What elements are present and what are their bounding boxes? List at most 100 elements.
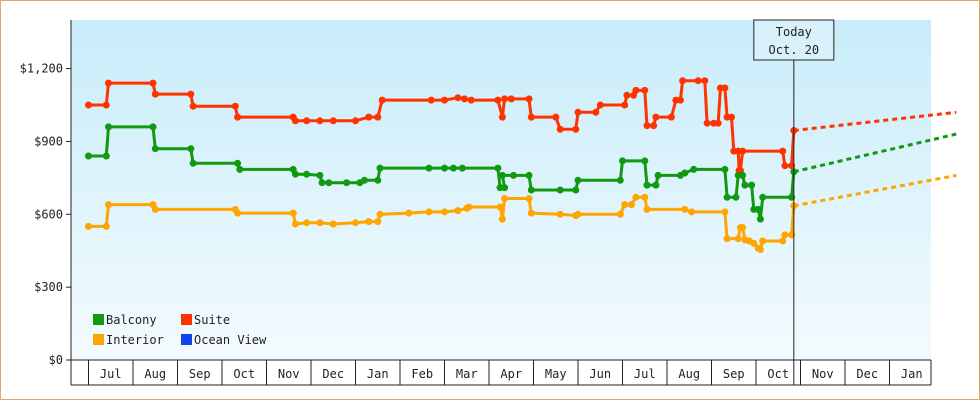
data-point-balcony xyxy=(105,123,112,131)
data-point-suite xyxy=(667,113,675,121)
y-tick-label: $1,200 xyxy=(20,62,63,76)
data-point-balcony xyxy=(316,171,324,179)
data-point-interior xyxy=(151,205,159,213)
data-point-interior xyxy=(365,218,373,226)
today-box xyxy=(753,19,835,61)
data-point-interior xyxy=(234,209,242,217)
data-point-balcony xyxy=(556,186,564,194)
data-point-balcony xyxy=(85,152,92,160)
data-point-suite xyxy=(779,147,787,155)
data-point-suite xyxy=(643,122,651,130)
data-point-balcony xyxy=(527,186,535,194)
x-tick-label: Jan xyxy=(901,367,923,381)
data-point-interior xyxy=(759,237,767,245)
data-point-interior xyxy=(779,237,787,245)
data-point-interior xyxy=(641,193,649,201)
data-point-balcony xyxy=(754,205,762,213)
data-point-balcony xyxy=(449,164,457,172)
x-tick-label: Aug xyxy=(678,367,700,381)
legend-label-ocean-view: Ocean View xyxy=(194,333,267,347)
data-point-balcony xyxy=(741,181,749,189)
data-point-interior xyxy=(574,210,582,218)
x-tick-label: Mar xyxy=(456,367,478,381)
data-point-interior xyxy=(756,246,764,253)
x-tick-label: Sep xyxy=(189,367,211,381)
data-point-suite xyxy=(454,94,462,102)
data-point-suite xyxy=(641,86,649,94)
data-point-balcony xyxy=(303,170,311,178)
x-tick-label: Nov xyxy=(812,367,834,381)
data-point-suite xyxy=(498,113,506,121)
x-tick-label: Jul xyxy=(634,367,656,381)
data-point-balcony xyxy=(376,164,384,172)
data-point-suite xyxy=(623,91,631,99)
data-point-suite xyxy=(632,86,640,94)
data-point-suite xyxy=(85,101,92,109)
data-point-suite xyxy=(652,113,660,121)
x-tick-label: May xyxy=(545,367,567,381)
legend-swatch-suite xyxy=(181,314,192,325)
forecast-line-balcony xyxy=(793,132,957,174)
data-point-balcony xyxy=(643,181,651,189)
data-point-interior xyxy=(316,219,324,227)
data-point-balcony xyxy=(748,181,756,189)
data-point-balcony xyxy=(732,193,740,201)
data-point-suite xyxy=(501,95,509,103)
data-point-suite xyxy=(596,101,604,109)
data-point-suite xyxy=(365,113,373,121)
data-point-suite xyxy=(527,113,535,121)
data-point-balcony xyxy=(343,179,351,187)
data-point-balcony xyxy=(458,164,466,172)
data-point-interior xyxy=(376,210,384,218)
data-point-interior xyxy=(621,201,629,209)
x-tick-label: Aug xyxy=(144,367,166,381)
data-point-suite xyxy=(781,162,789,170)
data-point-suite xyxy=(556,125,564,133)
legend-swatch-balcony xyxy=(93,314,104,325)
data-point-suite xyxy=(149,79,157,87)
data-point-suite xyxy=(189,102,197,110)
data-point-interior xyxy=(734,235,742,243)
data-point-suite xyxy=(525,95,533,103)
data-point-balcony xyxy=(151,145,159,153)
data-point-interior xyxy=(632,193,640,201)
data-point-interior xyxy=(721,208,729,216)
today-date: Oct. 20 xyxy=(769,43,820,57)
data-point-balcony xyxy=(325,179,333,187)
data-point-interior xyxy=(105,201,112,209)
data-point-interior xyxy=(723,235,731,243)
data-point-balcony xyxy=(619,157,626,165)
data-point-balcony xyxy=(510,171,517,179)
data-point-interior xyxy=(454,207,462,215)
x-tick-label: Oct xyxy=(233,367,255,381)
data-point-suite xyxy=(572,125,580,133)
data-point-suite xyxy=(329,117,337,125)
data-point-balcony xyxy=(498,171,506,179)
data-point-suite xyxy=(679,77,687,85)
data-point-interior xyxy=(496,203,504,211)
data-point-suite xyxy=(714,119,722,127)
x-tick-label: Jan xyxy=(367,367,389,381)
data-point-interior xyxy=(527,209,535,217)
legend-swatch-ocean-view xyxy=(181,334,192,345)
data-point-balcony xyxy=(654,171,662,179)
data-point-suite xyxy=(739,147,747,155)
data-point-balcony xyxy=(525,171,533,179)
y-tick-label: $300 xyxy=(34,280,63,294)
data-point-interior xyxy=(781,231,789,239)
legend-swatch-interior xyxy=(93,334,104,345)
data-point-suite xyxy=(650,122,658,130)
data-point-interior xyxy=(681,205,689,213)
data-point-balcony xyxy=(641,157,649,165)
data-point-interior xyxy=(291,220,299,228)
data-point-suite xyxy=(574,108,582,116)
data-point-interior xyxy=(102,222,110,230)
data-point-interior xyxy=(498,215,506,223)
data-point-suite xyxy=(467,96,475,104)
x-tick-label: Apr xyxy=(500,367,522,381)
legend-label-suite: Suite xyxy=(194,313,230,327)
data-point-interior xyxy=(465,203,473,211)
data-point-suite xyxy=(427,96,435,104)
data-point-balcony xyxy=(291,170,299,178)
y-tick-label: $0 xyxy=(49,353,63,367)
